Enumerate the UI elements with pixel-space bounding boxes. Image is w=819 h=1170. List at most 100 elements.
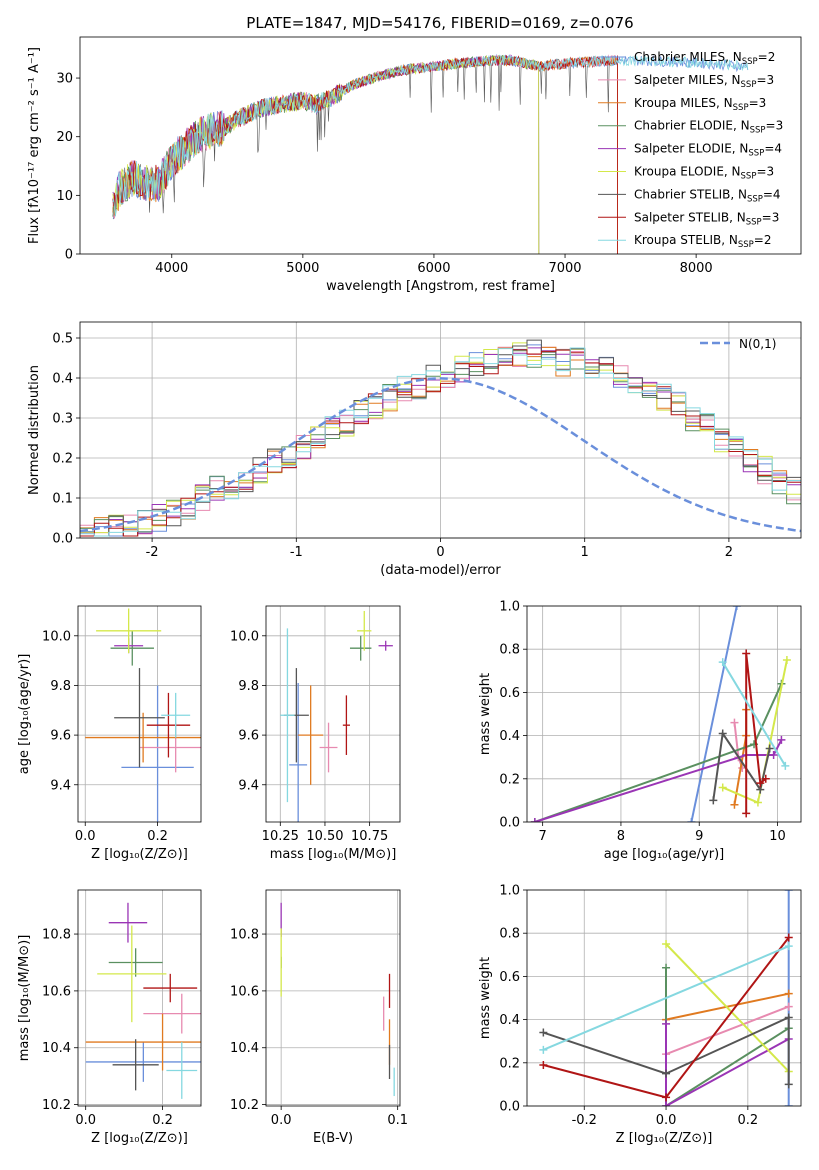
- series-salpeter-stelib: [539, 933, 793, 1102]
- legend-label-chabrier-stelib: Chabrier STELIB, NSSP=4: [634, 187, 781, 204]
- x-tick-label: 5000: [286, 261, 319, 276]
- series-point: [539, 1028, 548, 1037]
- y-tick-label: 10.4: [42, 1041, 71, 1056]
- y-tick-label: 30: [56, 72, 73, 87]
- y-tick-label: 9.8: [238, 679, 259, 694]
- gaussian-curve: [80, 377, 801, 533]
- y-tick-label: 0.2: [499, 1056, 520, 1071]
- series-point: [687, 818, 696, 822]
- series-line: [534, 739, 783, 822]
- y-tick-label: 1.0: [499, 884, 520, 899]
- panel-residuals: -2 -1 0 1 2 0.0 0.1 0.2 0.3 0.4 0.5 (data-model)/er…: [27, 321, 802, 578]
- x-tick-label: 7000: [548, 261, 581, 276]
- series-point: [784, 1080, 793, 1089]
- errorbar-salpeter-stelib: [143, 973, 198, 1003]
- series-point: [662, 963, 671, 972]
- y-tick-label: 10.8: [230, 928, 259, 943]
- series-point: [765, 744, 774, 753]
- y-tick-label: 0.3: [52, 412, 73, 427]
- series-point: [784, 933, 793, 942]
- legend: Chabrier MILES, NSSP=2 Salpeter MILES, NS…: [598, 50, 783, 250]
- x-tick-label: 0.0: [75, 1113, 96, 1128]
- y-tick-label: 10.8: [42, 928, 71, 943]
- legend-label-gaussian: N(0,1): [739, 337, 776, 351]
- y-tick-label: 0.1: [52, 492, 73, 507]
- x-tick-label: 4000: [155, 261, 188, 276]
- axes-frame: [265, 605, 401, 823]
- y-tick-label: 10.0: [42, 629, 71, 644]
- series-point: [709, 796, 718, 805]
- panel-age_vs_mass: 10.25 10.50 10.75 9.4 9.6 9.8 10.0 mass [log₁₀(…: [230, 605, 401, 862]
- y-tick-label: 0.6: [499, 686, 520, 701]
- y-tick-label: 0.8: [499, 643, 520, 658]
- x-axis-label: Z [log₁₀(Z/Z⊙)]: [616, 1131, 713, 1146]
- x-tick-label: 2: [725, 545, 733, 560]
- series-point: [730, 718, 739, 727]
- legend-label-salpeter-stelib: Salpeter STELIB, NSSP=3: [634, 210, 779, 227]
- panel-age_vs_Z: 0.0 0.2 9.4 9.6 9.8 10.0 Z [log₁₀(Z/Z⊙)] age [l…: [17, 605, 202, 862]
- series-point: [742, 809, 751, 818]
- y-tick-label: 10.4: [230, 1041, 259, 1056]
- series-point: [662, 1102, 671, 1106]
- errorbar-kroupa-elodie: [96, 608, 162, 654]
- plot-area: [280, 610, 393, 822]
- series-point: [784, 1002, 793, 1011]
- errorbar-salpeter-elodie: [378, 640, 393, 651]
- hist-salpeter-stelib: [80, 349, 801, 538]
- series-chabrier-stelib: [539, 1013, 793, 1089]
- series-point: [784, 1102, 793, 1106]
- x-tick-label: 0.0: [75, 829, 96, 844]
- x-tick-label: 0.2: [147, 829, 168, 844]
- series-point: [756, 779, 765, 788]
- x-axis-label: (data-model)/error: [380, 563, 501, 578]
- y-tick-label: 0.2: [499, 772, 520, 787]
- legend: N(0,1): [700, 337, 776, 351]
- y-tick-label: 1.0: [499, 600, 520, 615]
- series-salpeter-miles: [662, 1002, 793, 1059]
- plot-area: [539, 890, 793, 1106]
- errorbar-kroupa-stelib: [166, 1042, 198, 1099]
- x-tick-label: 10.75: [351, 829, 388, 844]
- plot-area: [85, 902, 201, 1099]
- series-kroupa-stelib: [718, 658, 790, 770]
- errorbar-kroupa-miles: [85, 1013, 201, 1071]
- series-point: [662, 1069, 671, 1078]
- figure-title: PLATE=1847, MJD=54176, FIBERID=0169, z=0…: [246, 14, 633, 32]
- y-tick-label: 0.8: [499, 927, 520, 942]
- series-point: [539, 1060, 548, 1069]
- series-line: [665, 1023, 790, 1106]
- series-point: [782, 656, 791, 664]
- series-kroupa-elodie: [662, 940, 793, 1076]
- legend-label-kroupa-miles: Kroupa MILES, NSSP=3: [634, 96, 766, 113]
- series-point: [784, 989, 793, 998]
- y-tick-label: 0.0: [499, 1100, 520, 1115]
- series-kroupa-elodie: [718, 656, 791, 807]
- x-axis-label: age [log₁₀(age/yr)]: [604, 847, 725, 862]
- y-tick-label: 10.2: [230, 1098, 259, 1113]
- y-tick-label: 0.0: [52, 532, 73, 547]
- y-tick-label: 0.4: [499, 729, 520, 744]
- y-tick-label: 9.4: [238, 778, 259, 793]
- x-tick-label: 0.2: [737, 1113, 758, 1128]
- series-line: [712, 730, 771, 801]
- errorbar-salpeter-miles: [143, 993, 201, 1034]
- hist-kroupa-stelib: [80, 347, 801, 538]
- series-point: [530, 818, 539, 822]
- y-tick-label: 20: [56, 130, 73, 145]
- series-point: [769, 751, 778, 760]
- series-line: [665, 967, 790, 1106]
- x-tick-label: 10.25: [262, 829, 299, 844]
- y-tick-label: 10.6: [42, 984, 71, 999]
- panel-mass_vs_Z: 0.0 0.2 10.2 10.4 10.6 10.8 Z [log₁₀(Z/Z⊙)] mas…: [17, 889, 202, 1146]
- errorbar-kroupa-stelib: [280, 628, 295, 803]
- x-tick-label: -1: [290, 545, 303, 560]
- series-point: [784, 942, 793, 951]
- series-point: [753, 798, 762, 807]
- errorbar-kroupa-elodie: [357, 610, 372, 651]
- y-tick-label: 10.0: [230, 629, 259, 644]
- y-tick-label: 0.4: [499, 1013, 520, 1028]
- legend-label-salpeter-elodie: Salpeter ELODIE, NSSP=4: [634, 142, 782, 159]
- y-tick-label: 10.2: [42, 1098, 71, 1113]
- y-tick-label: 9.4: [50, 778, 71, 793]
- x-axis-label: wavelength [Angstrom, rest frame]: [326, 279, 555, 294]
